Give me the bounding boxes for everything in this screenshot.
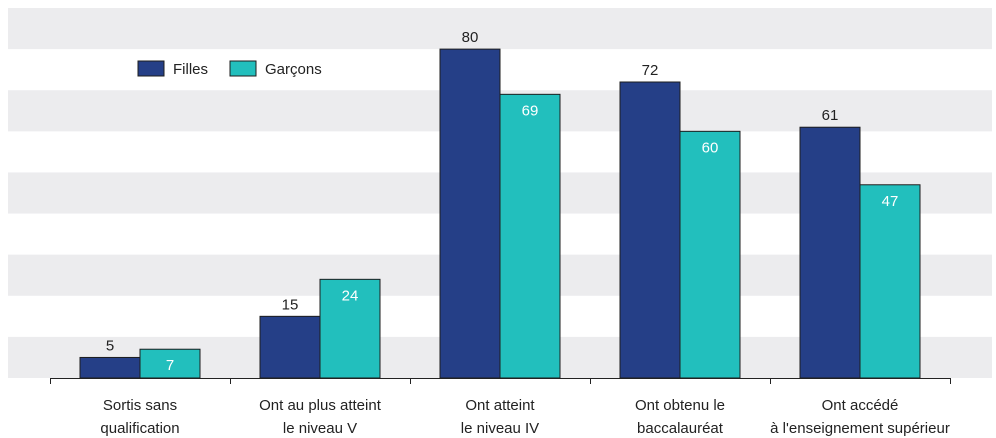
- category-label: Ont obtenu le: [635, 397, 725, 414]
- bar-garons-2: [499, 93, 561, 379]
- legend: Filles Garçons: [137, 60, 322, 78]
- value-label: 7: [166, 357, 174, 374]
- category-label: le niveau V: [283, 420, 357, 437]
- value-label: 69: [522, 102, 539, 119]
- value-label: 60: [702, 139, 719, 156]
- bar-filles-3: [619, 81, 681, 379]
- category-label: Sortis sans: [103, 397, 177, 414]
- value-labels: 5 7 15 24 80 69 72 60 61 47: [106, 29, 899, 374]
- category-label: Ont atteint: [465, 397, 535, 414]
- category-labels: Sortis sans qualification Ont au plus atte…: [100, 397, 949, 437]
- legend-swatch: [229, 60, 257, 77]
- bar-filles-2: [439, 48, 501, 379]
- value-label: 5: [106, 337, 114, 354]
- bar-garons-4: [859, 184, 921, 379]
- category-label: à l'enseignement supérieur: [770, 420, 950, 437]
- value-label: 15: [282, 296, 299, 313]
- value-label: 24: [342, 287, 359, 304]
- legend-label: Garçons: [265, 61, 322, 78]
- legend-swatch: [137, 60, 165, 77]
- category-label: Ont au plus atteint: [259, 397, 382, 414]
- value-label: 80: [462, 29, 479, 46]
- bar-filles-0: [79, 356, 141, 379]
- grid-band: [8, 8, 992, 50]
- bar-garons-3: [679, 130, 741, 379]
- category-label: qualification: [100, 420, 179, 437]
- category-label: le niveau IV: [461, 420, 539, 437]
- legend-label: Filles: [173, 61, 208, 78]
- bar-garons-0: [139, 348, 201, 379]
- value-label: 61: [822, 107, 839, 124]
- category-label: Ont accédé: [822, 397, 899, 414]
- bar-garons-1: [319, 278, 381, 379]
- bars: [79, 48, 921, 379]
- x-axis: [50, 378, 951, 384]
- bar-filles-1: [259, 315, 321, 379]
- value-label: 47: [882, 193, 899, 210]
- category-label: baccalauréat: [637, 420, 724, 437]
- bar-filles-4: [799, 126, 861, 379]
- value-label: 72: [642, 62, 659, 79]
